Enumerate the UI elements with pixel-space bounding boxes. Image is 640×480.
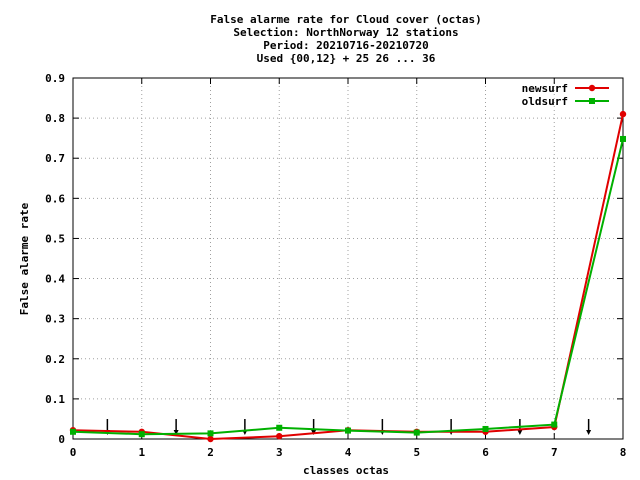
data-point-oldsurf: [413, 429, 420, 436]
x-tick-label: 7: [551, 446, 558, 459]
x-tick-label: 0: [70, 446, 77, 459]
y-tick-label: 0.9: [45, 72, 65, 85]
y-tick-label: 0.6: [45, 192, 65, 205]
data-point-newsurf: [619, 110, 627, 118]
y-axis-label: False alarme rate: [18, 202, 31, 315]
x-tick-label: 4: [345, 446, 352, 459]
tick-marks: [72, 77, 624, 440]
chart-title: False alarme rate for Cloud cover (octas…: [210, 13, 482, 65]
legend-marker-oldsurf: [589, 98, 595, 104]
x-axis-label: classes octas: [303, 464, 389, 477]
x-tick-label: 8: [620, 446, 627, 459]
data-point-oldsurf: [70, 428, 76, 435]
y-tick-labels: 0 0.1 0.2 0.3 0.4 0.5 0.6 0.7 0.8 0.9: [45, 72, 65, 446]
y-tick-label: 0.7: [45, 152, 65, 165]
x-tick-labels: 0 1 2 3 4 5 6 7 8: [70, 446, 627, 459]
y-tick-label: 0.4: [45, 273, 65, 286]
title-line-2: Selection: NorthNorway 12 stations: [233, 26, 458, 39]
data-point-newsurf: [207, 435, 214, 443]
x-tick-label: 2: [207, 446, 214, 459]
data-point-oldsurf: [345, 427, 351, 434]
data-point-newsurf: [276, 432, 283, 440]
x-tick-label: 1: [138, 446, 145, 459]
series: [69, 110, 627, 443]
data-point-oldsurf: [482, 425, 489, 432]
legend-marker-newsurf: [588, 84, 596, 92]
y-tick-label: 0.8: [45, 112, 65, 125]
arrow-marker-head: [517, 430, 523, 435]
title-line-3: Period: 20210716-20210720: [263, 39, 429, 52]
data-point-oldsurf: [207, 430, 214, 437]
y-tick-label: 0.3: [45, 313, 65, 326]
data-point-oldsurf: [138, 431, 145, 438]
grid: [73, 78, 623, 439]
data-point-oldsurf: [551, 421, 558, 428]
x-tick-label: 6: [482, 446, 489, 459]
x-tick-label: 5: [413, 446, 420, 459]
title-line-4: Used {00,12} + 25 26 ... 36: [257, 52, 436, 65]
title-line-1: False alarme rate for Cloud cover (octas…: [210, 13, 482, 26]
y-tick-label: 0.2: [45, 353, 65, 366]
data-point-oldsurf: [620, 135, 626, 142]
arrow-marker-head: [586, 430, 592, 435]
y-tick-label: 0.1: [45, 393, 65, 406]
arrow-marker-head: [173, 430, 179, 435]
legend-label-newsurf: newsurf: [522, 82, 568, 95]
y-tick-label: 0: [58, 433, 65, 446]
y-tick-label: 0.5: [45, 232, 65, 245]
legend-label-oldsurf: oldsurf: [522, 95, 568, 108]
data-point-oldsurf: [276, 424, 283, 431]
x-tick-label: 3: [276, 446, 283, 459]
